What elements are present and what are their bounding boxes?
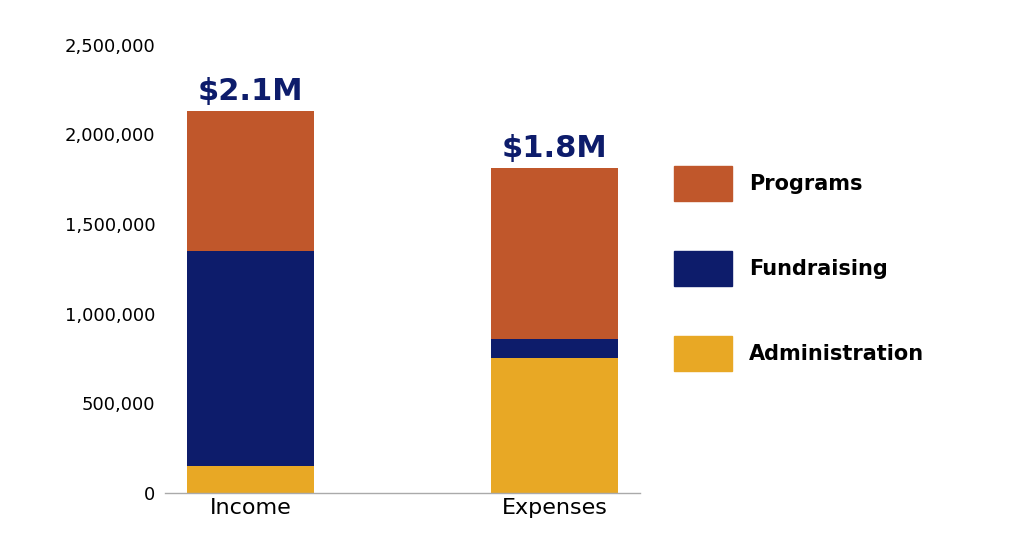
- Text: $2.1M: $2.1M: [198, 77, 303, 106]
- Bar: [187, 251, 315, 466]
- Bar: [490, 169, 618, 339]
- Text: $1.8M: $1.8M: [502, 134, 607, 164]
- Bar: [490, 339, 618, 358]
- Bar: [490, 358, 618, 493]
- Bar: [187, 111, 315, 251]
- Bar: [187, 466, 315, 493]
- Legend: Programs, Fundraising, Administration: Programs, Fundraising, Administration: [666, 158, 933, 380]
